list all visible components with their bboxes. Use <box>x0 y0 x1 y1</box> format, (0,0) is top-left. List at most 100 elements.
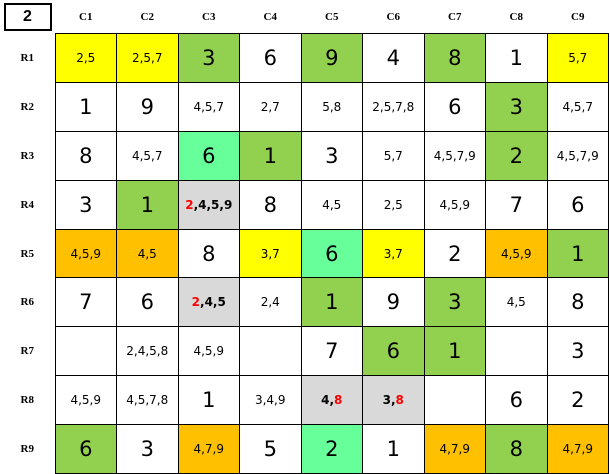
cell: 6 <box>54 424 117 474</box>
cell: 2,5,7,8 <box>362 81 425 132</box>
cell: 2,5,7 <box>116 33 179 83</box>
row-label: R7 <box>20 345 34 358</box>
cell: 4,5 <box>116 228 179 279</box>
cell: 1 <box>546 228 609 279</box>
cell: 8 <box>177 228 240 279</box>
candidate-part: ,4,5,9 <box>193 197 233 212</box>
cell: 3 <box>300 130 363 181</box>
row-label: R2 <box>20 100 34 113</box>
cell: 8 <box>546 277 609 328</box>
grid-row: R4 3 1 2,4,5,9 8 4,5 2,5 4,5,9 7 6 <box>0 179 609 230</box>
candidate-part: 2 <box>191 295 201 310</box>
column-header: C2 <box>140 10 154 23</box>
cell: 2,4 <box>239 277 302 328</box>
cell: 4 <box>362 33 425 83</box>
cell: 4,5,9 <box>54 228 117 279</box>
cell: 4,8 <box>300 375 363 426</box>
cell: 4,5,9 <box>485 228 548 279</box>
row-label: R5 <box>20 247 34 260</box>
cell: 7 <box>54 277 117 328</box>
cell: 7 <box>485 179 548 230</box>
cell: 1 <box>362 424 425 474</box>
grid-row: R2 1 9 4,5,7 2,7 5,8 2,5,7,8 6 3 4,5,7 <box>0 81 609 132</box>
cell: 4,5,7 <box>546 81 609 132</box>
cell: 3,4,9 <box>239 375 302 426</box>
cell: 1 <box>300 277 363 328</box>
cell: 1 <box>177 375 240 426</box>
column-header: C1 <box>79 10 93 23</box>
grid-row: R7 2,4,5,8 4,5,9 7 6 1 3 <box>0 326 609 377</box>
column-header: C8 <box>509 10 523 23</box>
cell: 3 <box>485 81 548 132</box>
cell: 4,7,9 <box>423 424 486 474</box>
cell: 8 <box>423 33 486 83</box>
cell: 7 <box>300 326 363 377</box>
column-header: C7 <box>448 10 462 23</box>
cell: 1 <box>423 326 486 377</box>
cell: 6 <box>300 228 363 279</box>
cell: 8 <box>54 130 117 181</box>
cell: 3 <box>177 33 240 83</box>
cell: 1 <box>116 179 179 230</box>
cell <box>54 326 117 377</box>
cell: 4,5,7,9 <box>423 130 486 181</box>
cell: 4,7,9 <box>546 424 609 474</box>
cell <box>423 375 486 426</box>
cell: 4,5,7 <box>177 81 240 132</box>
cell: 8 <box>239 179 302 230</box>
column-header: C4 <box>263 10 277 23</box>
row-label: R8 <box>20 394 34 407</box>
cell: 5 <box>239 424 302 474</box>
column-header: C9 <box>571 10 585 23</box>
cell: 3,8 <box>362 375 425 426</box>
cell: 4,5 <box>485 277 548 328</box>
cell: 4,5,7 <box>116 130 179 181</box>
candidate-part: 4, <box>321 393 335 408</box>
cell: 4,5,7,8 <box>116 375 179 426</box>
cell: 2,7 <box>239 81 302 132</box>
grid-row: R5 4,5,9 4,5 8 3,7 6 3,7 2 4,5,9 1 <box>0 228 609 279</box>
cell: 3 <box>546 326 609 377</box>
corner-label: 2 <box>3 2 52 31</box>
cell: 5,7 <box>546 33 609 83</box>
row-label: R6 <box>20 296 34 309</box>
cell: 2 <box>300 424 363 474</box>
cell: 2,5 <box>54 33 117 83</box>
grid-row: R6 7 6 2,4,5 2,4 1 9 3 4,5 8 <box>0 277 609 328</box>
cell: 5,7 <box>362 130 425 181</box>
cell: 6 <box>423 81 486 132</box>
cell: 9 <box>116 81 179 132</box>
cell <box>239 326 302 377</box>
candidate-part: 8 <box>334 393 343 408</box>
cell: 1 <box>54 81 117 132</box>
cell: 2,4,5 <box>177 277 240 328</box>
cell: 2,4,5,9 <box>177 179 240 230</box>
cell: 2 <box>546 375 609 426</box>
cell: 4,7,9 <box>177 424 240 474</box>
cell: 5,8 <box>300 81 363 132</box>
cell: 4,5,9 <box>54 375 117 426</box>
cell: 2 <box>485 130 548 181</box>
candidate-part: 8 <box>395 393 404 408</box>
cell: 9 <box>362 277 425 328</box>
column-header: C6 <box>386 10 400 23</box>
cell: 2 <box>423 228 486 279</box>
cell: 3 <box>423 277 486 328</box>
cell: 4,5,9 <box>177 326 240 377</box>
cell: 6 <box>177 130 240 181</box>
corner-cell: 2 <box>0 0 55 34</box>
cell: 8 <box>485 424 548 474</box>
cell: 6 <box>485 375 548 426</box>
cell: 3 <box>116 424 179 474</box>
cell: 3,7 <box>239 228 302 279</box>
cell: 2,4,5,8 <box>116 326 179 377</box>
cell: 4,5,9 <box>423 179 486 230</box>
row-label: R1 <box>20 51 34 64</box>
grid-row: R1 2,5 2,5,7 3 6 9 4 8 1 5,7 <box>0 33 609 83</box>
cell: 6 <box>362 326 425 377</box>
cell: 4,5 <box>300 179 363 230</box>
grid-row: R3 8 4,5,7 6 1 3 5,7 4,5,7,9 2 4,5,7,9 <box>0 130 609 181</box>
grid-row: R8 4,5,9 4,5,7,8 1 3,4,9 4,8 3,8 6 2 <box>0 375 609 426</box>
